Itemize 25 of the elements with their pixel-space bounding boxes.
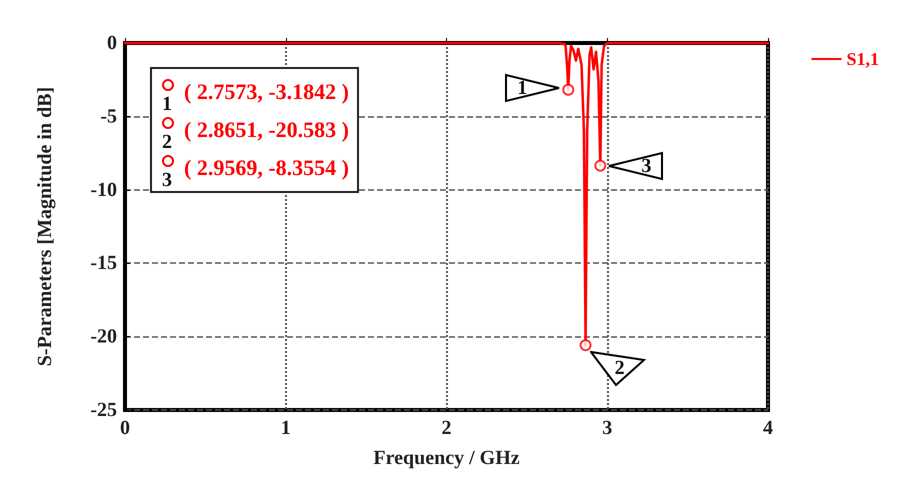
annotation: 3 ( 2.9569, -8.3554 ) <box>162 155 349 193</box>
annotation: 3 <box>640 154 652 178</box>
annotation: 1 <box>516 76 528 100</box>
y-tick-label: -10 <box>90 178 117 201</box>
pointer-icon: 3 <box>608 150 664 181</box>
x-axis-title: Frequency / GHz <box>373 447 520 469</box>
point <box>580 339 592 352</box>
x-tick-label: 4 <box>763 417 773 439</box>
y-tick-label: -15 <box>90 252 117 274</box>
point <box>594 160 606 172</box>
x-tick-label: 1 <box>280 417 291 439</box>
y-tick-label: -25 <box>90 399 117 421</box>
point <box>562 84 574 96</box>
annotation: 1 ( 2.7573, -3.1842 ) <box>162 79 349 117</box>
y-axis-title: S-Parameters [Magnitude in dB] <box>34 86 56 366</box>
annotation: 2 ( 2.8651, -20.583 ) <box>162 117 349 155</box>
pointer-icon: 2 <box>590 351 646 388</box>
legend-label: S1,1 <box>846 49 880 69</box>
y-tick-label: 0 <box>107 32 117 54</box>
x-tick-label: 2 <box>442 417 452 439</box>
pointer-icon: 1 <box>504 72 560 103</box>
annotation: 2 <box>614 356 626 380</box>
y-tick-label: -5 <box>100 105 117 128</box>
y-tick-label: -20 <box>90 326 117 348</box>
x-tick-label: 3 <box>602 417 612 439</box>
